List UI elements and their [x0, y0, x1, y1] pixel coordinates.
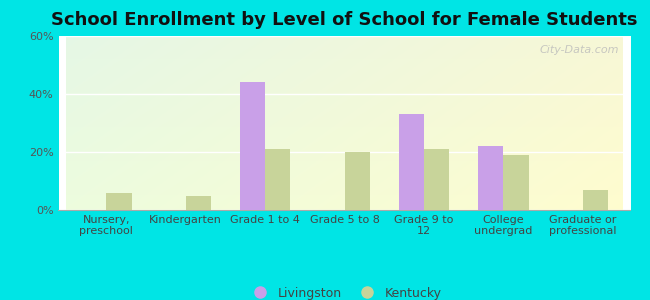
Text: City-Data.com: City-Data.com	[540, 45, 619, 55]
Bar	[240, 82, 265, 210]
Bar	[424, 149, 449, 210]
Bar	[106, 193, 131, 210]
Bar	[583, 190, 608, 210]
Bar	[478, 146, 503, 210]
Bar	[265, 149, 291, 210]
Bar	[398, 114, 424, 210]
Bar	[186, 196, 211, 210]
Bar	[503, 155, 529, 210]
Title: School Enrollment by Level of School for Female Students: School Enrollment by Level of School for…	[51, 11, 638, 29]
Bar	[344, 152, 370, 210]
Legend: Livingston, Kentucky: Livingston, Kentucky	[242, 282, 447, 300]
